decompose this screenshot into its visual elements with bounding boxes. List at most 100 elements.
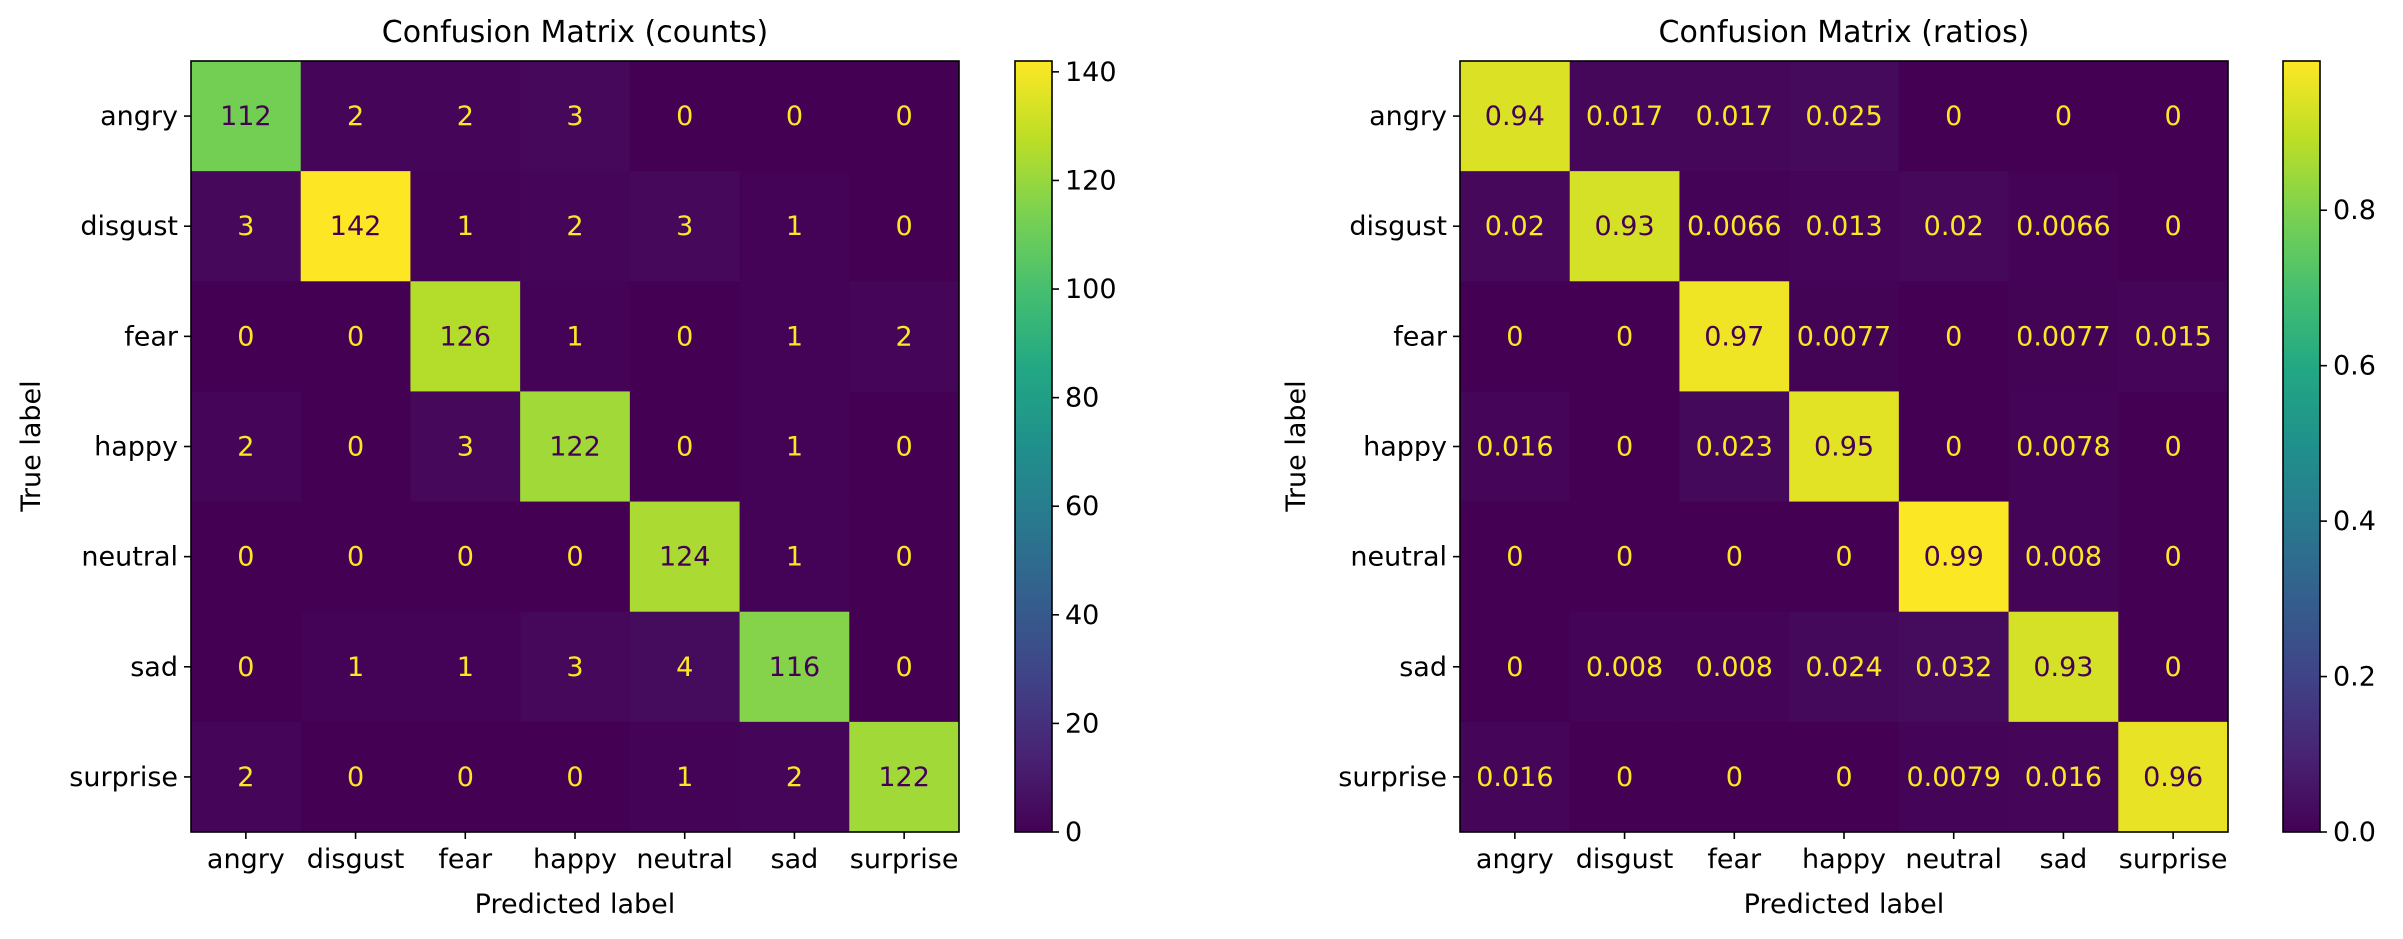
counts-colorbar: 0 20 40 60 80 100 120 140 bbox=[1014, 57, 1117, 848]
ratios-matrix-title: Confusion Matrix (ratios) bbox=[1659, 15, 2030, 50]
ratios-cell-sad-fear bbox=[1679, 611, 1790, 723]
ratios-cell-label-happy-angry: 0.016 bbox=[1476, 432, 1553, 463]
ratios-cell-label-fear-fear: 0.97 bbox=[1704, 321, 1764, 352]
ratios-cell-sad-surprise bbox=[2118, 611, 2229, 723]
counts-cell-disgust-happy bbox=[520, 171, 631, 282]
counts-cell-label-disgust-sad: 1 bbox=[786, 211, 803, 242]
counts-cell-label-surprise-neutral: 1 bbox=[676, 762, 693, 793]
counts-cell-neutral-surprise bbox=[849, 501, 960, 613]
ratios-cell-label-sad-disgust: 0.008 bbox=[1586, 652, 1663, 683]
counts-cell-disgust-neutral bbox=[629, 171, 741, 282]
counts-cell-label-fear-surprise: 2 bbox=[896, 321, 913, 352]
ratios-cell-label-angry-disgust: 0.017 bbox=[1586, 101, 1663, 132]
ratios-cell-label-fear-sad: 0.0077 bbox=[2016, 321, 2110, 352]
counts-cell-neutral-neutral bbox=[629, 501, 741, 613]
ratios-cell-fear-disgust bbox=[1569, 281, 1680, 392]
ratios-cell-label-happy-fear: 0.023 bbox=[1696, 432, 1773, 463]
counts-cell-label-surprise-sad: 2 bbox=[786, 762, 803, 793]
counts-colorbar-tick-label: 40 bbox=[1065, 600, 1099, 631]
ratios-cell-fear-fear bbox=[1679, 281, 1790, 392]
counts-colorbar-tick-label: 60 bbox=[1065, 491, 1099, 522]
counts-cell-label-neutral-angry: 0 bbox=[237, 542, 254, 573]
ratios-cell-happy-disgust bbox=[1569, 391, 1680, 503]
counts-x-tick-label-disgust: disgust bbox=[307, 844, 405, 875]
ratios-x-tick-label-surprise: surprise bbox=[2119, 844, 2228, 875]
counts-cell-label-disgust-angry: 3 bbox=[237, 211, 254, 242]
ratios-y-tick-label-angry: angry bbox=[1369, 101, 1447, 132]
counts-colorbar-tick-label: 80 bbox=[1065, 383, 1099, 414]
ratios-cell-fear-neutral bbox=[1898, 281, 2010, 392]
ratios-cell-fear-surprise bbox=[2118, 281, 2229, 392]
ratios-cell-label-angry-happy: 0.025 bbox=[1805, 101, 1882, 132]
counts-cell-angry-fear bbox=[410, 61, 521, 172]
counts-cell-fear-sad bbox=[739, 281, 850, 392]
ratios-cell-surprise-fear bbox=[1679, 721, 1790, 833]
ratios-y-tick-label-neutral: neutral bbox=[1350, 542, 1447, 573]
ratios-cell-label-angry-neutral: 0 bbox=[1945, 101, 1962, 132]
counts-cell-surprise-fear bbox=[410, 721, 521, 833]
ratios-cell-neutral-fear bbox=[1679, 501, 1790, 613]
ratios-cell-label-sad-neutral: 0.032 bbox=[1915, 652, 1992, 683]
ratios-cell-sad-neutral bbox=[1898, 611, 2010, 723]
ratios-cell-label-neutral-sad: 0.008 bbox=[2025, 542, 2102, 573]
ratios-matrix-xlabel: Predicted label bbox=[1744, 889, 1945, 920]
counts-cell-happy-fear bbox=[410, 391, 521, 503]
ratios-cell-label-happy-surprise: 0 bbox=[2165, 432, 2182, 463]
ratios-cell-neutral-angry bbox=[1460, 501, 1571, 613]
counts-cell-label-angry-surprise: 0 bbox=[896, 101, 913, 132]
ratios-matrix-x-ticks: angry disgust fear happy neutral sad surprise bbox=[1476, 832, 2228, 875]
ratios-cell-disgust-fear bbox=[1679, 171, 1790, 282]
counts-cell-label-sad-happy: 3 bbox=[566, 652, 583, 683]
counts-y-tick-label-angry: angry bbox=[100, 101, 178, 132]
ratios-cell-angry-neutral bbox=[1898, 61, 2010, 172]
counts-cell-label-happy-happy: 122 bbox=[549, 432, 601, 463]
ratios-cell-label-neutral-angry: 0 bbox=[1506, 542, 1523, 573]
ratios-cell-sad-happy bbox=[1789, 611, 1900, 723]
ratios-cell-label-surprise-disgust: 0 bbox=[1616, 762, 1633, 793]
ratios-cell-label-fear-happy: 0.0077 bbox=[1797, 321, 1891, 352]
ratios-cell-disgust-angry bbox=[1460, 171, 1571, 282]
counts-cell-label-neutral-neutral: 124 bbox=[659, 542, 711, 573]
ratios-cell-label-surprise-neutral: 0.0079 bbox=[1906, 762, 2000, 793]
ratios-cell-sad-angry bbox=[1460, 611, 1571, 723]
counts-cell-label-sad-neutral: 4 bbox=[676, 652, 693, 683]
ratios-cell-label-surprise-angry: 0.016 bbox=[1476, 762, 1553, 793]
ratios-cell-label-angry-fear: 0.017 bbox=[1696, 101, 1773, 132]
ratios-cell-angry-sad bbox=[2008, 61, 2119, 172]
counts-y-tick-label-sad: sad bbox=[130, 652, 178, 683]
ratios-cell-label-disgust-happy: 0.013 bbox=[1805, 211, 1882, 242]
counts-cell-neutral-disgust bbox=[300, 501, 411, 613]
ratios-cell-label-surprise-surprise: 0.96 bbox=[2143, 762, 2203, 793]
counts-y-tick-label-happy: happy bbox=[94, 432, 178, 463]
counts-y-tick-label-fear: fear bbox=[124, 321, 179, 352]
counts-cell-surprise-angry bbox=[191, 721, 302, 833]
ratios-matrix-ylabel: True label bbox=[1281, 380, 1312, 512]
ratios-cell-label-disgust-fear: 0.0066 bbox=[1687, 211, 1781, 242]
ratios-colorbar-gradient bbox=[2282, 60, 2321, 833]
counts-cell-label-surprise-happy: 0 bbox=[566, 762, 583, 793]
counts-cell-label-sad-sad: 116 bbox=[769, 652, 821, 683]
ratios-cell-happy-angry bbox=[1460, 391, 1571, 503]
ratios-colorbar: 0.0 0.2 0.4 0.6 0.8 bbox=[2282, 60, 2376, 848]
counts-cell-disgust-disgust bbox=[300, 171, 411, 282]
counts-cell-happy-neutral bbox=[629, 391, 741, 503]
ratios-matrix-panel: Confusion Matrix (ratios) 0.94 0.017 0.017… bbox=[1281, 15, 2376, 920]
counts-x-tick-label-neutral: neutral bbox=[636, 844, 733, 875]
ratios-x-tick-label-fear: fear bbox=[1707, 844, 1762, 875]
ratios-cell-label-sad-sad: 0.93 bbox=[2033, 652, 2093, 683]
counts-cell-label-sad-disgust: 1 bbox=[347, 652, 364, 683]
counts-cell-label-angry-neutral: 0 bbox=[676, 101, 693, 132]
ratios-matrix-cell-labels: 0.94 0.017 0.017 0.025 0 0 0 0.02 0.93 0.0066 0.01… bbox=[1476, 101, 2212, 793]
ratios-cell-label-sad-fear: 0.008 bbox=[1696, 652, 1773, 683]
counts-cell-label-happy-disgust: 0 bbox=[347, 432, 364, 463]
counts-matrix-xlabel: Predicted label bbox=[475, 889, 676, 920]
ratios-cell-neutral-neutral bbox=[1898, 501, 2010, 613]
ratios-cell-happy-happy bbox=[1789, 391, 1900, 503]
counts-matrix-title: Confusion Matrix (counts) bbox=[382, 15, 768, 50]
counts-cell-label-angry-angry: 112 bbox=[220, 101, 272, 132]
counts-cell-sad-happy bbox=[520, 611, 631, 723]
ratios-colorbar-tick-label: 0.2 bbox=[2333, 662, 2376, 693]
ratios-cell-label-fear-disgust: 0 bbox=[1616, 321, 1633, 352]
ratios-cell-label-happy-disgust: 0 bbox=[1616, 432, 1633, 463]
counts-cell-label-disgust-neutral: 3 bbox=[676, 211, 693, 242]
